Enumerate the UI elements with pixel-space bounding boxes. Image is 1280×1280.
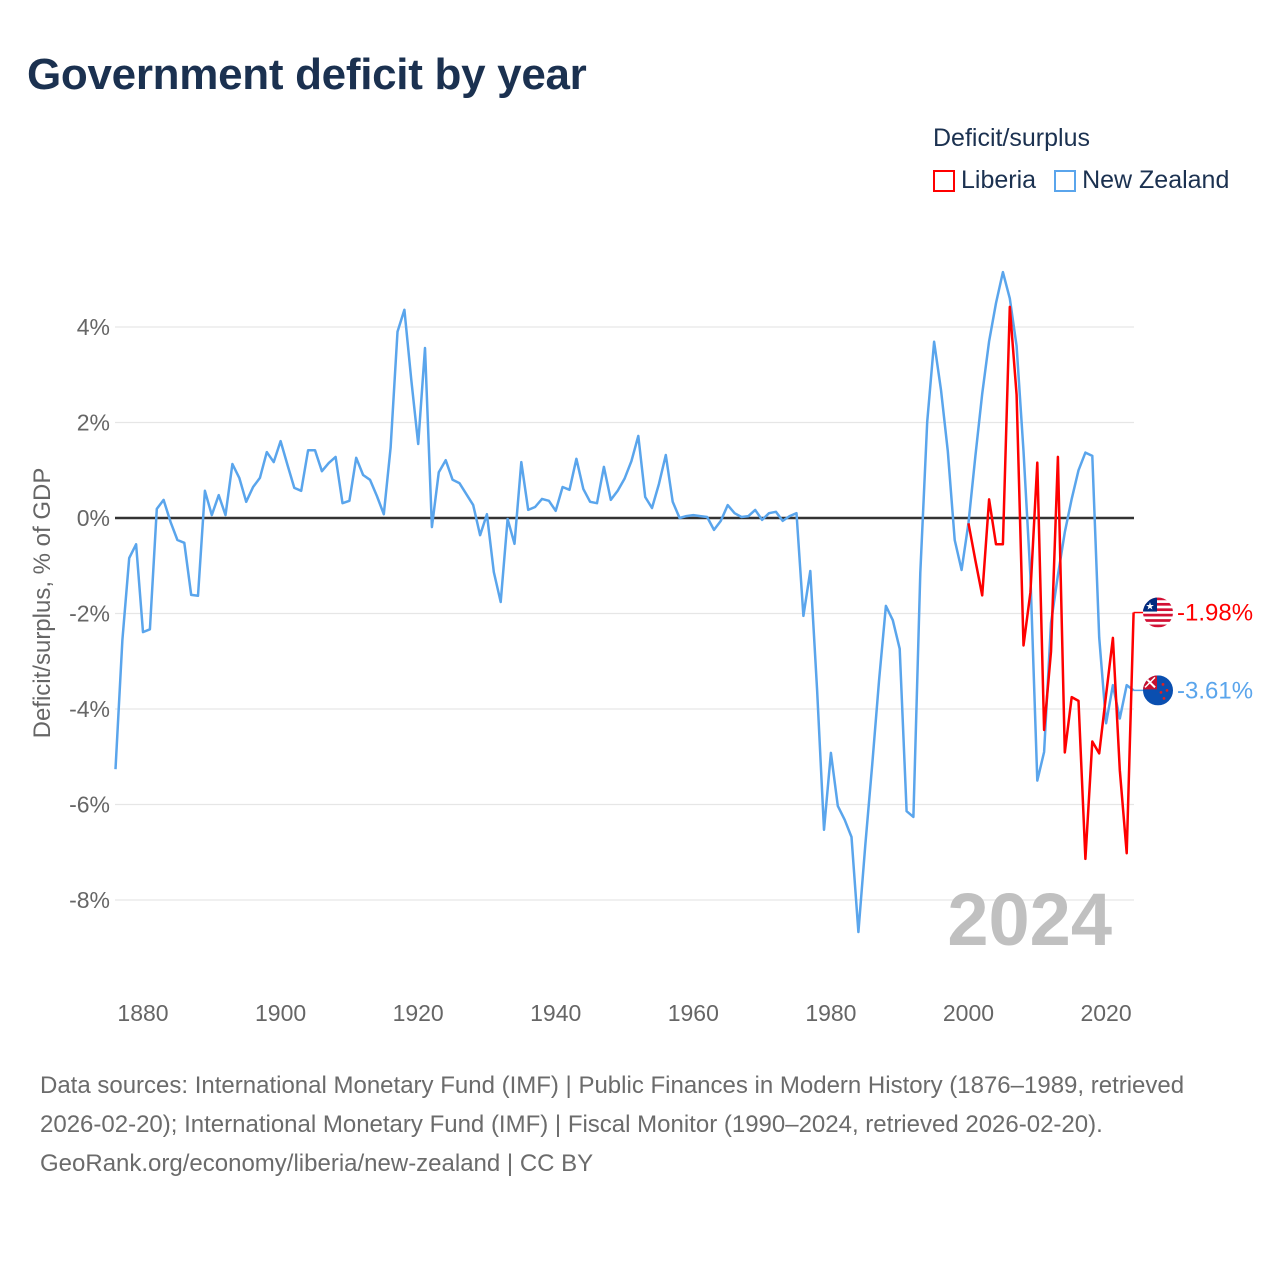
legend-label-new-zealand: New Zealand (1082, 166, 1230, 194)
legend-item-liberia[interactable]: Liberia (933, 166, 1036, 195)
end-labels: ★ -1.98% -3.61% (1133, 597, 1253, 706)
x-tick-label: 2000 (943, 1000, 994, 1026)
legend-label-liberia: Liberia (961, 166, 1037, 194)
gridlines (115, 326, 1134, 901)
end-value-label: -3.61% (1177, 677, 1253, 704)
attribution-link[interactable]: GeoRank.org/economy/liberia/new-zealand … (40, 1150, 594, 1177)
series-line-new-zealand[interactable] (114, 270, 1135, 934)
footer: Data sources: International Monetary Fun… (40, 1066, 1240, 1183)
x-tick-label: 1980 (805, 1000, 856, 1026)
y-tick-label: -4% (69, 696, 110, 722)
y-tick-label: 2% (77, 410, 110, 436)
y-tick-label: -8% (69, 887, 110, 913)
liberia-flag-icon: ★ (1143, 597, 1173, 628)
legend-title: Deficit/surplus (933, 124, 1090, 152)
y-axis-label: Deficit/surplus, % of GDP (29, 468, 56, 739)
legend-swatch-new-zealand (1054, 169, 1077, 192)
current-year-watermark: 2024 (947, 878, 1112, 961)
series-line-liberia[interactable] (967, 305, 1135, 861)
x-tick-label: 1960 (668, 1000, 719, 1026)
y-tick-label: 4% (77, 314, 110, 340)
series-lines (114, 270, 1135, 934)
legend-swatch-liberia (933, 169, 955, 192)
legend: Liberia New Zealand (933, 166, 1229, 195)
legend-item-new-zealand[interactable]: New Zealand (1054, 166, 1229, 195)
x-tick-label: 2020 (1080, 1000, 1131, 1026)
x-tick-label: 1900 (255, 1000, 306, 1026)
x-tick-label: 1880 (117, 1000, 168, 1026)
svg-text:★: ★ (1146, 602, 1155, 613)
end-value-label: -1.98% (1177, 600, 1253, 627)
y-tick-label: 0% (77, 505, 110, 531)
x-tick-label: 1920 (393, 1000, 444, 1026)
data-sources: Data sources: International Monetary Fun… (40, 1072, 1185, 1138)
y-tick-label: -2% (69, 601, 110, 627)
chart-title: Government deficit by year (27, 50, 587, 99)
x-tick-label: 1940 (530, 1000, 581, 1026)
new-zealand-flag-icon (1143, 675, 1173, 706)
y-axis-ticks: -8% -6% -4% -2% 0% 2% 4% (69, 314, 110, 913)
y-tick-label: -6% (69, 792, 110, 818)
x-axis-ticks: 1880 1900 1920 1940 1960 1980 2000 2020 (117, 1000, 1131, 1026)
